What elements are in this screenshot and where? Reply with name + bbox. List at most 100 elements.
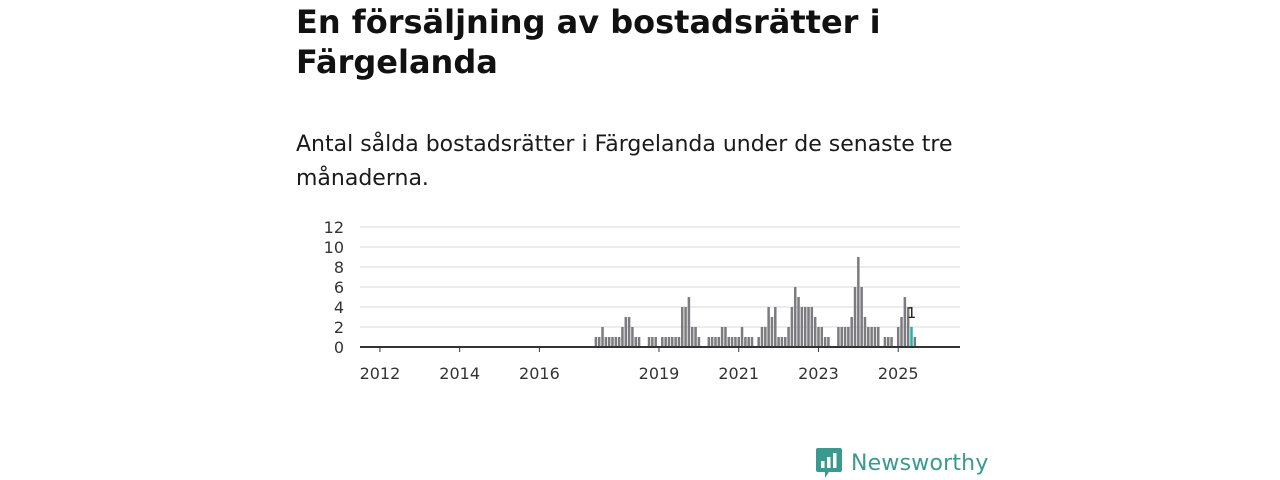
bar: [767, 307, 770, 347]
bar: [910, 327, 913, 347]
bar: [777, 337, 780, 347]
bar: [863, 317, 867, 347]
bar: [883, 337, 887, 347]
bar: [621, 327, 624, 347]
bar: [720, 327, 724, 347]
bar: [661, 337, 664, 347]
y-tick-label-6: 6: [334, 278, 344, 297]
bar: [664, 337, 667, 347]
x-tick-label-2014: 2014: [439, 364, 480, 383]
bar: [637, 337, 641, 347]
y-tick-label-0: 0: [334, 338, 344, 357]
bar: [717, 337, 721, 347]
bar: [707, 337, 711, 347]
bar: [770, 317, 774, 347]
bar: [750, 337, 754, 347]
bar: [634, 337, 638, 347]
bar: [671, 337, 674, 347]
bar: [617, 337, 621, 347]
bar: [843, 327, 847, 347]
bar: [813, 317, 817, 347]
x-tick-label-2021: 2021: [718, 364, 759, 383]
bar: [913, 337, 917, 347]
bar: [896, 327, 900, 347]
bar: [764, 327, 767, 347]
bar: [790, 307, 794, 347]
bar: [823, 337, 827, 347]
x-tick-label-2019: 2019: [639, 364, 680, 383]
bar: [734, 337, 737, 347]
bar: [784, 337, 787, 347]
bar: [624, 317, 628, 347]
bar: [853, 287, 857, 347]
bar: [697, 337, 701, 347]
bar: [680, 307, 684, 347]
bar: [797, 297, 800, 347]
bar: [724, 327, 727, 347]
bar: [787, 327, 790, 347]
bar: [694, 327, 697, 347]
x-tick-label-2025: 2025: [878, 364, 919, 383]
bar: [807, 307, 810, 347]
bar: [870, 327, 873, 347]
bar: [850, 317, 853, 347]
bar: [860, 287, 863, 347]
x-tick-label-2016: 2016: [519, 364, 560, 383]
bar: [837, 327, 840, 347]
bar: [714, 337, 717, 347]
bar: [847, 327, 850, 347]
chart-title: En försäljning av bostadsrätter i Färgel…: [296, 3, 881, 81]
bar: [631, 327, 634, 347]
bar: [727, 337, 731, 347]
x-tick-label-2012: 2012: [360, 364, 401, 383]
bar: [677, 337, 681, 347]
bar: [601, 327, 604, 347]
bar: [654, 337, 657, 347]
bar: [903, 297, 907, 347]
bar: [737, 337, 740, 347]
newsworthy-logo-icon: [816, 448, 842, 478]
bar: [890, 337, 893, 347]
bar: [687, 297, 691, 347]
bar: [774, 307, 777, 347]
bar: [684, 307, 687, 347]
data-label: 1: [907, 304, 917, 322]
bar: [627, 317, 631, 347]
bar: [757, 337, 760, 347]
bar: [667, 337, 671, 347]
bar: [793, 287, 797, 347]
grid-lines: [360, 226, 960, 328]
y-tick-label-2: 2: [334, 318, 344, 337]
y-tick-label-10: 10: [324, 238, 344, 257]
bar: [747, 337, 750, 347]
bar: [827, 337, 830, 347]
bar: [800, 307, 804, 347]
bar: [900, 317, 903, 347]
bar: [820, 327, 824, 347]
logo-text: Newsworthy: [851, 450, 989, 476]
bar: [803, 307, 807, 347]
bar: [647, 337, 651, 347]
bar: [611, 337, 614, 347]
bar: [744, 337, 747, 347]
bar: [690, 327, 694, 347]
chart-subtitle: Antal sålda bostadsrätter i Färgelanda u…: [296, 132, 953, 191]
newsworthy-logo[interactable]: Newsworthy: [815, 446, 989, 480]
bar: [607, 337, 611, 347]
bar: [710, 337, 714, 347]
bar: [817, 327, 820, 347]
bar: [594, 337, 598, 347]
bar: [674, 337, 677, 347]
bar: [730, 337, 734, 347]
y-tick-label-12: 12: [324, 218, 344, 237]
bar: [886, 337, 890, 347]
bar: [760, 327, 764, 347]
y-tick-label-4: 4: [334, 298, 344, 317]
bar: [614, 337, 618, 347]
bar: [651, 337, 654, 347]
x-tick-label-2023: 2023: [798, 364, 839, 383]
axes: [360, 346, 960, 352]
bar: [873, 327, 877, 347]
